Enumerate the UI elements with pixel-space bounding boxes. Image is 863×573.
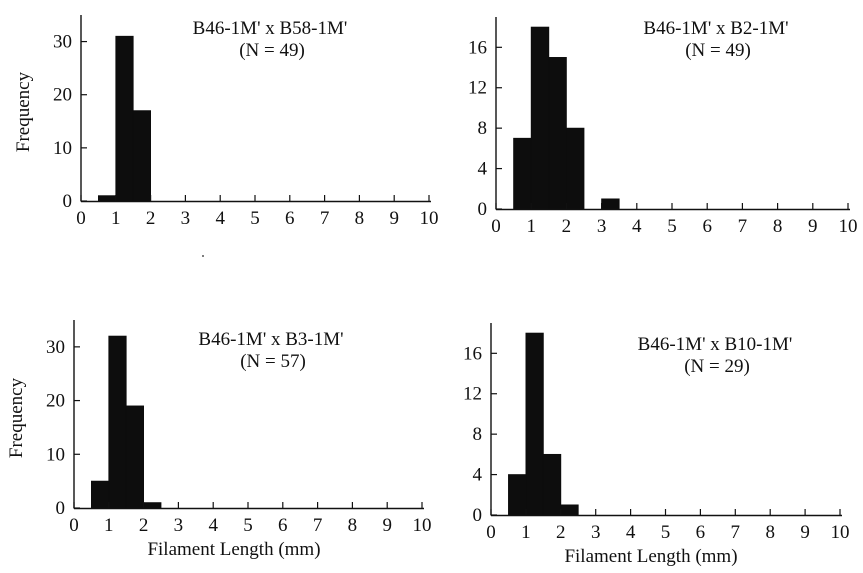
panel-title: B46-1M' x B10-1M'	[638, 334, 793, 355]
histogram-bar	[530, 26, 550, 210]
histogram-bar	[143, 502, 162, 509]
y-axis-title: Frequency	[13, 71, 34, 152]
x-tick-label: 3	[174, 515, 184, 536]
x-tick-label: 6	[702, 216, 712, 237]
x-tick-label: 2	[146, 208, 156, 229]
x-tick-label: 1	[521, 522, 531, 543]
x-tick-label: 10	[420, 208, 439, 229]
x-tick-label: 8	[773, 216, 783, 237]
x-tick-label: 1	[526, 216, 536, 237]
x-tick-label: 7	[731, 522, 741, 543]
x-tick-label: 9	[389, 208, 399, 229]
x-axis-title: Filament Length (mm)	[564, 546, 737, 567]
y-tick-label: 30	[53, 32, 72, 53]
histogram-bar	[601, 198, 620, 210]
x-tick-label: 0	[491, 216, 501, 237]
x-tick-label: 2	[562, 216, 572, 237]
x-tick-label: 0	[486, 522, 496, 543]
panel-title: B46-1M' x B3-1M'	[198, 329, 343, 350]
panel-subtitle: (N = 57)	[240, 351, 306, 372]
histogram-bar	[548, 57, 567, 210]
y-tick-label: 0	[473, 505, 483, 526]
x-tick-label: 0	[76, 208, 86, 229]
y-tick-label: 20	[46, 391, 65, 412]
histogram-bar	[125, 405, 144, 509]
panel-subtitle: (N = 49)	[239, 40, 305, 61]
x-tick-label: 4	[632, 216, 642, 237]
x-tick-label: 4	[208, 515, 218, 536]
x-tick-label: 6	[285, 208, 295, 229]
y-tick-label: 0	[56, 498, 66, 519]
x-tick-label: 10	[831, 522, 850, 543]
histogram-bar	[115, 35, 134, 202]
y-tick-label: 12	[463, 384, 482, 405]
x-tick-label: 6	[278, 515, 288, 536]
x-tick-label: 3	[181, 208, 191, 229]
panel-subtitle: (N = 49)	[685, 40, 751, 61]
y-tick-label: 30	[46, 337, 65, 358]
histogram-bar	[98, 195, 117, 202]
x-tick-label: 4	[215, 208, 225, 229]
x-tick-label: 2	[556, 522, 566, 543]
x-tick-label: 8	[355, 208, 365, 229]
y-tick-label: 12	[468, 78, 487, 99]
x-tick-label: 9	[382, 515, 392, 536]
histogram-bar	[91, 480, 110, 509]
y-tick-label: 16	[468, 37, 487, 58]
y-tick-label: 10	[53, 138, 72, 159]
panel-title: B46-1M' x B58-1M'	[193, 18, 348, 39]
x-tick-label: 2	[139, 515, 149, 536]
histogram-panel-1: 0 1 2 3 4 5 6 7 8 9 10 0 10 20 30 B46-1M' x B58-1M'(N =…	[13, 15, 439, 229]
y-tick-label: 4	[473, 465, 483, 486]
y-tick-label: 8	[473, 424, 483, 445]
x-tick-label: 5	[250, 208, 260, 229]
x-tick-label: 5	[243, 515, 253, 536]
x-tick-label: 8	[765, 522, 775, 543]
x-tick-label: 0	[69, 515, 79, 536]
x-tick-label: 3	[597, 216, 607, 237]
y-tick-label: 10	[46, 444, 65, 465]
histogram-bar	[525, 332, 544, 516]
x-tick-label: 4	[626, 522, 636, 543]
x-tick-label: 1	[111, 208, 121, 229]
x-tick-label: 5	[661, 522, 671, 543]
x-tick-label: 3	[591, 522, 601, 543]
histogram-bar	[560, 504, 579, 516]
panel-subtitle: (N = 29)	[684, 356, 750, 377]
histogram-bar	[513, 137, 532, 210]
y-axis-title: Frequency	[6, 377, 27, 458]
x-tick-label: 1	[104, 515, 114, 536]
x-tick-label: 5	[667, 216, 677, 237]
histogram-bar	[542, 453, 562, 516]
y-tick-label: 8	[478, 118, 488, 139]
x-axis-title: Filament Length (mm)	[147, 539, 320, 560]
y-tick-label: 16	[463, 343, 482, 364]
x-tick-label: 7	[738, 216, 748, 237]
histogram-bar	[108, 335, 127, 509]
x-tick-label: 9	[808, 216, 818, 237]
x-tick-label: 8	[348, 515, 358, 536]
x-tick-label: 7	[320, 208, 330, 229]
x-tick-label: 9	[800, 522, 810, 543]
y-tick-label: 4	[478, 159, 488, 180]
histogram-bar	[132, 110, 151, 202]
x-tick-label: 7	[313, 515, 323, 536]
y-tick-label: 0	[63, 191, 73, 212]
x-tick-label: 6	[696, 522, 706, 543]
y-tick-label: 20	[53, 85, 72, 106]
x-tick-label: 10	[413, 515, 432, 536]
x-tick-label: 10	[839, 216, 858, 237]
histogram-panel-3: 0 1 2 3 4 5 6 7 8 9 10 0 10 20 30 B46-1M' x B3-1M'(N = …	[6, 320, 432, 560]
histogram-bar	[566, 127, 585, 210]
histogram-bar	[508, 474, 527, 516]
y-tick-label: 0	[478, 199, 488, 220]
panel-title: B46-1M' x B2-1M'	[643, 18, 788, 39]
scan-speck	[202, 255, 204, 257]
